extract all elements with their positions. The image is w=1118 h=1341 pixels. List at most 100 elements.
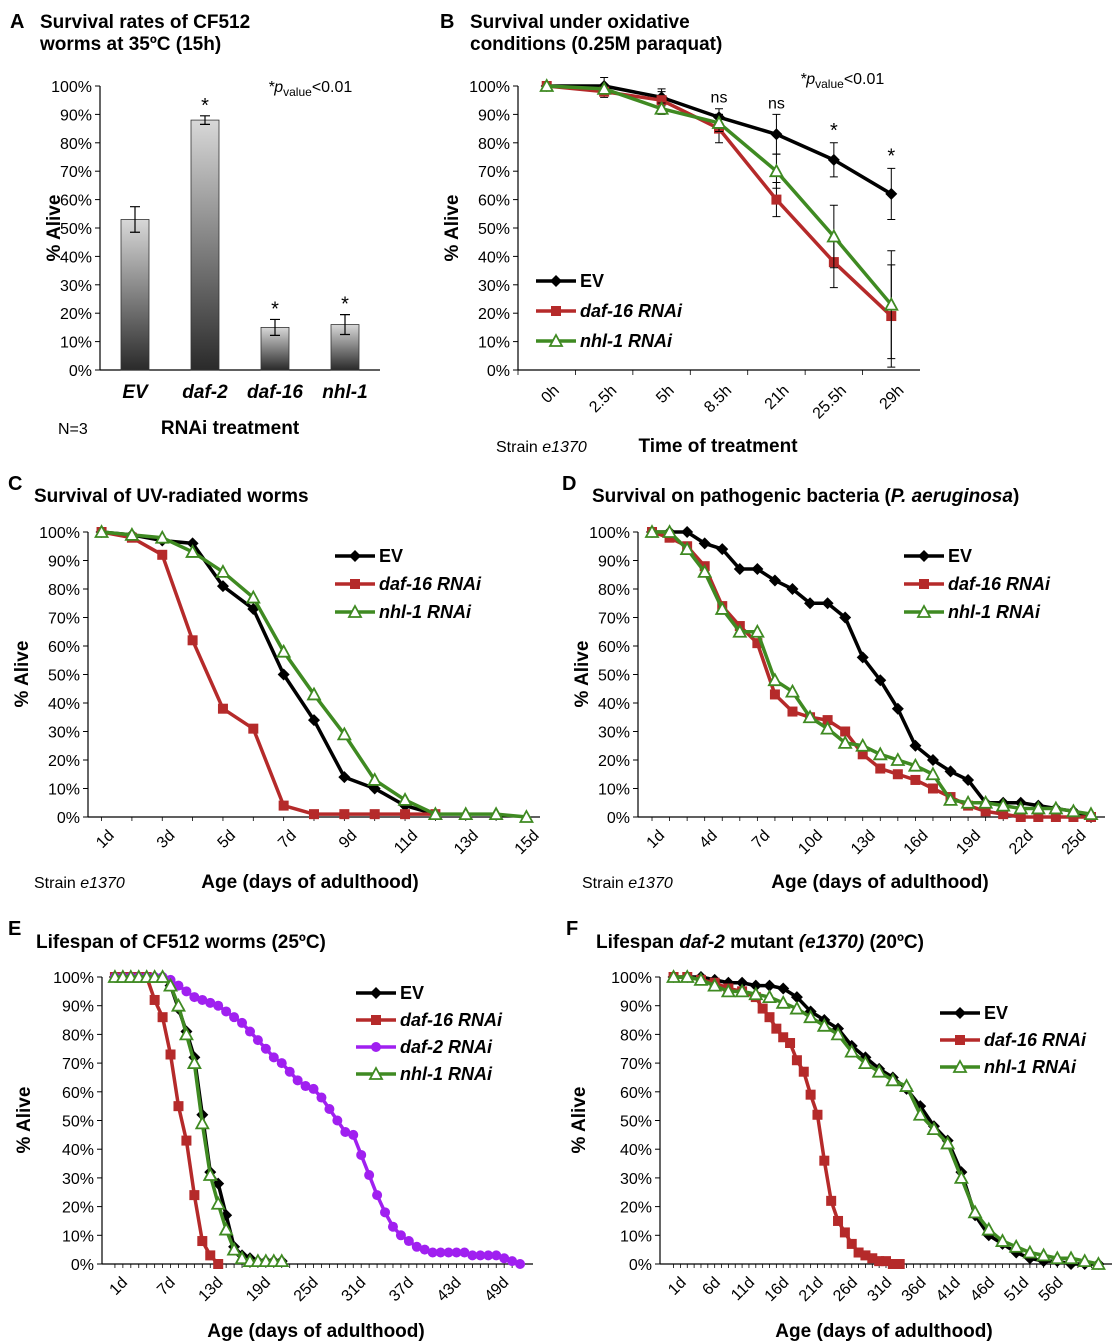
panel-E-data-point <box>213 1259 224 1269</box>
panel-C-y-axis: 0% 10% 20% 30% 40% 50% 60% 70% 80% 90% 100% % Alive <box>12 525 89 827</box>
panel-B-y-tick-label: 0% <box>487 363 510 380</box>
panel-F-data-point <box>816 1017 832 1032</box>
panel-E-data-point <box>170 997 186 1012</box>
panel-D-data-point <box>874 674 887 687</box>
panel-B-annotation: ns <box>711 90 728 107</box>
panel-F-data-point <box>830 1026 846 1041</box>
panel-E-legend-entry: nhl-1 RNAi <box>400 1064 493 1084</box>
panel-E-x-tick-label: 49d <box>482 1274 513 1305</box>
panel-F-y-tick-label: 40% <box>620 1142 652 1159</box>
panel-F-data-point <box>912 1106 928 1121</box>
panel-F-data-point <box>899 1078 915 1092</box>
panel-C-data-point <box>154 529 170 544</box>
panel-B-data-point <box>826 228 842 243</box>
panel-B-x-tick-label: 25.5h <box>810 382 850 422</box>
panel-C-x-tick-label: 1d <box>93 827 118 852</box>
panel-E-letter: E <box>8 918 21 940</box>
panel-D-data-point <box>1030 800 1046 815</box>
panel-F-x-tick-label: 16d <box>762 1274 793 1305</box>
panel-D-legend-entry: daf-16 RNAi <box>948 574 1051 594</box>
panel-D-data-point <box>787 706 798 717</box>
panel-B-letter: B <box>440 11 454 33</box>
panel-D-data-point <box>662 524 678 538</box>
panel-F-data-point <box>761 989 778 1003</box>
panel-F-data-point <box>778 1032 789 1043</box>
panel-E-data-point <box>284 1066 295 1077</box>
panel-B-title-line: Survival under oxidative <box>470 12 690 33</box>
panel-E-data-point <box>395 1230 406 1241</box>
panel-D-data-point <box>855 737 871 752</box>
panel-D-title-part: Survival on pathogenic bacteria ( <box>592 486 891 507</box>
panel-B-strain-label: Strain e1370 <box>496 439 587 456</box>
panel-D-data-point <box>716 543 729 556</box>
panel-E-data-point <box>475 1250 486 1261</box>
panel-A-y-tick-label: 50% <box>60 221 92 238</box>
panel-D-data-point <box>980 806 991 817</box>
panel-D-x-tick-label: 7d <box>749 827 774 852</box>
panel-A-x-axis-label: RNAi treatment <box>161 418 300 439</box>
panel-C-data-point <box>217 703 228 714</box>
panel-D-data-point <box>872 746 888 761</box>
panel-B-pvalue-note: *pvalue<0.01 <box>800 71 884 91</box>
panel-C-legend: EV daf-16 RNAi nhl-1 RNAi <box>335 546 482 622</box>
panel-B-y-axis: 0% 10% 20% 30% 40% 50% 60% 70% 80% 90% 100% % Alive <box>442 79 519 380</box>
panel-F-title-part: (20ºC) <box>864 932 924 953</box>
panel-B-y-tick-label: 30% <box>478 278 510 295</box>
panel-E-series-daf-16-rnai <box>109 972 224 1269</box>
panel-E-data-point <box>380 1207 391 1218</box>
panel-A-y-tick-label: 90% <box>60 107 92 124</box>
panel-F-series-line <box>673 975 900 1266</box>
panel-A-y-tick-label: 20% <box>60 306 92 323</box>
panel-E-data-point <box>356 1149 367 1160</box>
panel-D-x-tick-label: 16d <box>901 827 932 858</box>
panel-F-series-ev <box>667 971 1105 1270</box>
panel-C-data-point <box>369 809 380 820</box>
panel-E-data-point <box>226 1241 242 1256</box>
panel-A-n-note: N=3 <box>58 421 88 438</box>
panel-F-data-point <box>894 1259 905 1269</box>
panel-E-data-point <box>364 1170 375 1181</box>
panel-B-legend-marker <box>551 306 561 316</box>
panel-F-letter: F <box>566 918 578 940</box>
panel-B-annotation: ns <box>768 95 785 112</box>
panel-D-legend-marker <box>919 579 929 589</box>
panel-F-data-point <box>981 1221 997 1236</box>
panel-E-y-tick-label: 80% <box>62 1027 94 1044</box>
panel-E-legend-entry: daf-16 RNAi <box>400 1010 503 1030</box>
panel-F-data-point <box>871 1063 887 1078</box>
panel-E-x-axis-label: Age (days of adulthood) <box>207 1321 424 1341</box>
panel-F-legend-marker <box>954 1007 966 1019</box>
panel-E-x-tick-label: 43d <box>434 1274 465 1305</box>
panel-F-data-point <box>1036 1247 1052 1262</box>
panel-D-data-point <box>768 574 781 587</box>
panel-E-data-point <box>292 1075 303 1086</box>
panel-D-y-axis-label: % Alive <box>572 641 593 708</box>
panel-E-x-tick-label: 25d <box>291 1274 322 1305</box>
panel-F-y-tick-label: 100% <box>611 970 652 987</box>
panel-E-data-point <box>181 1135 192 1146</box>
panel-D-data-point <box>820 720 836 735</box>
panel-F-legend-entry: nhl-1 RNAi <box>984 1057 1077 1077</box>
panel-D-data-point <box>927 783 938 794</box>
panel-F-data-point <box>791 1055 802 1066</box>
panel-E-x-tick-label: 31d <box>339 1274 370 1305</box>
panel-D-data-point <box>733 563 746 576</box>
panel-B-data-point <box>771 194 782 205</box>
panel-F-x-tick-label: 36d <box>899 1274 930 1305</box>
panel-A-error-bar <box>130 206 140 233</box>
panel-E-data-point <box>260 1043 271 1054</box>
panel-F-series-line <box>673 975 1099 1266</box>
panel-E-x-tick-label: 37d <box>386 1274 417 1305</box>
panel-D-data-point <box>752 638 763 649</box>
panel-C-y-tick-label: 30% <box>48 725 80 742</box>
panel-D-data-point <box>751 563 764 576</box>
panel-A-x-tick-label: nhl-1 <box>322 382 367 403</box>
panel-B-x-axis-label: Time of treatment <box>638 436 798 457</box>
panel-F-legend: EV daf-16 RNAi nhl-1 RNAi <box>940 1003 1087 1077</box>
panel-F-legend-entry: EV <box>984 1003 1008 1023</box>
panel-C-legend-entry: EV <box>379 546 403 566</box>
panel-C-data-point <box>278 800 289 811</box>
panel-B-legend-entry: daf-16 RNAi <box>580 301 683 321</box>
panel-A-letter: A <box>10 11 24 33</box>
